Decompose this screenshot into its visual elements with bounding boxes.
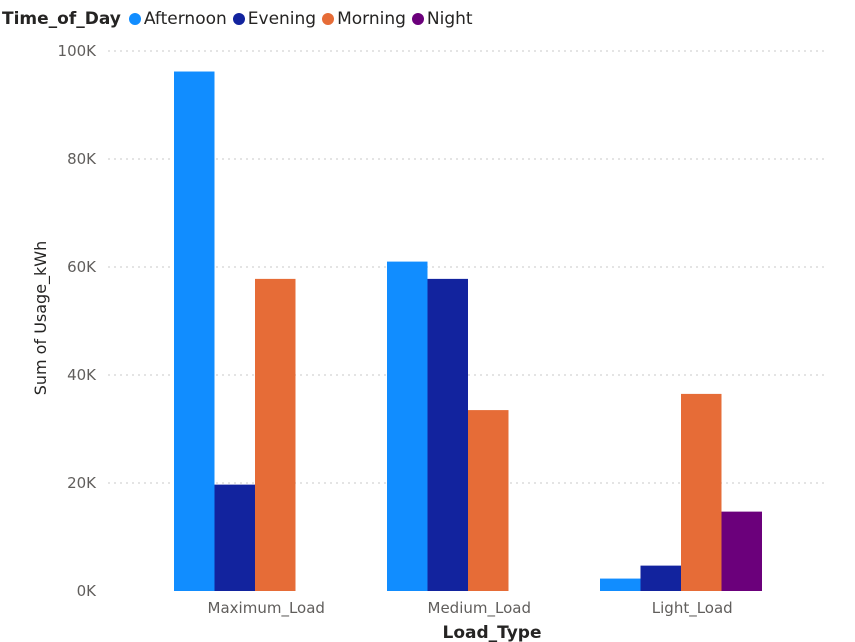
bar-light_load-evening[interactable] — [640, 565, 682, 591]
y-tick-label: 100K — [58, 42, 98, 60]
y-axis-title: Sum of Usage_kWh — [31, 241, 51, 396]
legend-dot-afternoon — [128, 13, 141, 25]
legend-dot-evening — [232, 13, 245, 25]
legend: Time_of_Day Afternoon Evening Morning Night — [2, 6, 479, 32]
legend-item-night[interactable]: Night — [411, 9, 473, 29]
legend-item-morning[interactable]: Morning — [322, 9, 406, 29]
legend-label-morning: Morning — [337, 9, 406, 29]
legend-title: Time_of_Day — [2, 9, 121, 29]
x-tick-label: Maximum_Load — [208, 599, 325, 618]
bar-light_load-afternoon[interactable] — [600, 578, 641, 591]
legend-label-evening: Evening — [247, 9, 317, 29]
legend-label-afternoon: Afternoon — [143, 9, 227, 29]
bar-medium_load-evening[interactable] — [427, 278, 469, 591]
bar-medium_load-morning[interactable] — [468, 410, 509, 591]
legend-item-afternoon[interactable]: Afternoon — [128, 9, 227, 29]
y-tick-label: 60K — [67, 258, 97, 276]
x-tick-label: Light_Load — [652, 599, 733, 618]
bar-medium_load-afternoon[interactable] — [387, 261, 428, 591]
bar-maximum_load-afternoon[interactable] — [174, 71, 215, 591]
bar-light_load-night[interactable] — [721, 511, 763, 591]
x-tick-label: Medium_Load — [428, 599, 531, 618]
legend-dot-morning — [322, 13, 335, 25]
y-axis: 0K 20K 40K 60K 80K 100K — [58, 42, 98, 600]
bar-maximum_load-morning[interactable] — [255, 278, 296, 591]
y-tick-label: 40K — [67, 366, 97, 384]
bar-light_load-morning[interactable] — [681, 393, 722, 591]
y-tick-label: 20K — [67, 474, 97, 492]
bars — [174, 71, 763, 591]
bar-maximum_load-evening[interactable] — [214, 484, 256, 591]
x-axis: Maximum_Load Medium_Load Light_Load — [208, 599, 733, 618]
legend-label-night: Night — [426, 9, 473, 29]
y-tick-label: 80K — [67, 150, 97, 168]
x-axis-title: Load_Type — [442, 623, 541, 642]
legend-item-evening[interactable]: Evening — [232, 9, 317, 29]
y-tick-label: 0K — [77, 582, 98, 600]
legend-dot-night — [411, 13, 424, 25]
